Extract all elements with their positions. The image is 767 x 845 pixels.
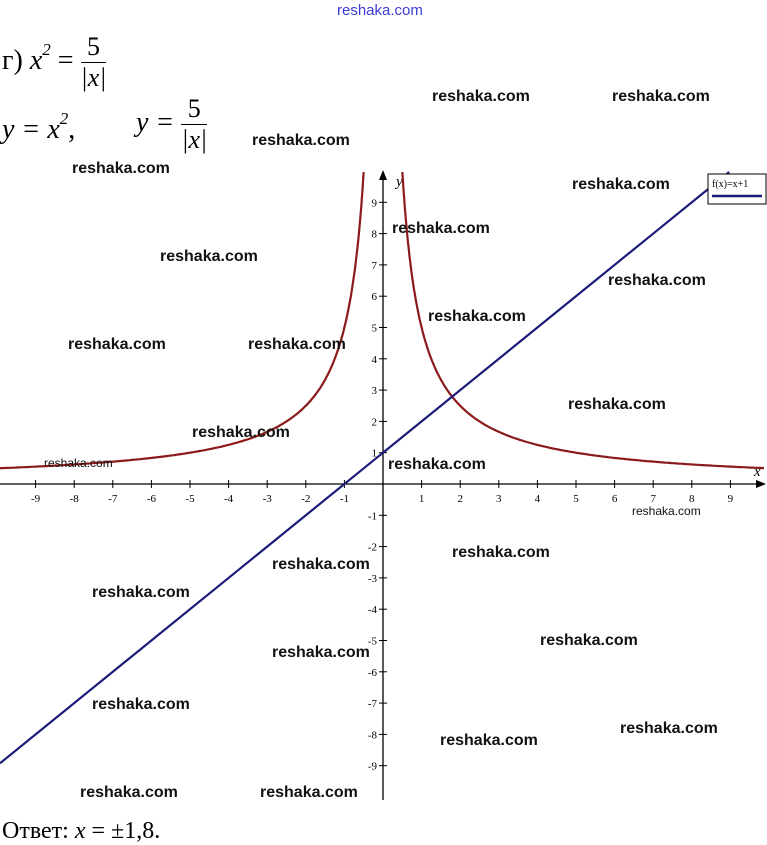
x-tick-label: -9: [31, 493, 41, 505]
y-tick-label: -9: [368, 761, 378, 773]
watermark: reshaka.com: [612, 88, 710, 105]
watermark: reshaka.com: [440, 732, 538, 749]
function-2: y = 5 |x|: [136, 96, 208, 154]
x-tick-label: 6: [612, 493, 618, 505]
x-tick-label: -2: [301, 493, 310, 505]
y-tick-label: -8: [368, 729, 378, 741]
header-watermark: reshaka.com: [337, 2, 423, 19]
watermark: reshaka.com: [92, 584, 190, 601]
x-tick-label: 1: [419, 493, 425, 505]
function-1-exp: 2: [59, 109, 69, 128]
y-tick-label: 1: [372, 448, 378, 460]
function-1: y = x2,: [2, 110, 75, 144]
y-tick-label: -5: [368, 636, 378, 648]
x-tick-label: -8: [70, 493, 80, 505]
watermark: reshaka.com: [428, 308, 526, 325]
watermark: reshaka.com: [540, 632, 638, 649]
y-tick-label: 8: [372, 229, 378, 241]
legend-box: [707, 173, 767, 205]
x-tick-label: -3: [263, 493, 273, 505]
x-tick-label: -4: [224, 493, 234, 505]
x-axis-label: x: [753, 464, 761, 480]
problem-exp: 2: [42, 39, 51, 59]
answer: Ответ: x = ±1,8.: [2, 818, 160, 845]
problem-fraction: 5 |x|: [80, 34, 107, 92]
x-tick-label: 2: [457, 493, 463, 505]
watermark: reshaka.com: [252, 132, 350, 149]
watermark: reshaka.com: [248, 336, 346, 353]
hyperbola-left-branch: [0, 172, 365, 470]
y-tick-label: 2: [372, 416, 378, 428]
watermark: reshaka.com: [572, 176, 670, 193]
watermark: reshaka.com: [608, 272, 706, 289]
problem-var: x: [29, 44, 43, 76]
function-1-tail: ,: [68, 114, 76, 145]
x-tick-label: 4: [535, 493, 541, 505]
y-tick-label: 6: [372, 291, 378, 303]
legend-text: f(x)=x+1: [712, 179, 748, 190]
answer-eq: =: [91, 818, 106, 844]
function-2-denominator: |x|: [181, 125, 208, 154]
ticks: -9 -8 -7 -6 -5 -4 -3 -2 -1 1 2 3 4 5 6 7 8 9 -9 -8 -7 -6 -5 -4 -…: [31, 197, 734, 772]
x-tick-label: 8: [689, 493, 695, 505]
watermark: reshaka.com: [272, 644, 370, 661]
problem-label: г): [2, 44, 23, 76]
legend: f(x)=x+1: [707, 173, 767, 205]
watermark: reshaka.com: [620, 720, 718, 737]
x-tick-label: 5: [573, 493, 579, 505]
watermark: reshaka.com: [452, 544, 550, 561]
y-axis-arrow: [379, 170, 387, 180]
y-tick-label: -2: [368, 542, 377, 554]
function-2-numerator: 5: [181, 96, 208, 125]
hyperbola-right-branch: [401, 172, 765, 470]
problem-numerator: 5: [80, 34, 107, 63]
answer-var: x: [74, 818, 86, 844]
y-tick-label: 7: [372, 260, 378, 272]
answer-prefix: Ответ:: [2, 818, 69, 844]
watermark: reshaka.com: [44, 456, 113, 470]
watermark: reshaka.com: [68, 336, 166, 353]
y-tick-label: 5: [372, 323, 378, 335]
problem-denominator: |x|: [80, 63, 107, 92]
y-tick-label: -3: [368, 573, 378, 585]
x-tick-label: -5: [185, 493, 195, 505]
x-tick-label: 9: [728, 493, 734, 505]
x-tick-label: -7: [108, 493, 118, 505]
problem-equation: г) x2 = 5 |x|: [2, 34, 107, 92]
watermark: reshaka.com: [388, 456, 486, 473]
function-1-lhs: y = x: [2, 114, 60, 145]
x-tick-label: 7: [650, 493, 656, 505]
y-tick-label: 4: [372, 354, 378, 366]
watermark: reshaka.com: [432, 88, 530, 105]
watermark: reshaka.com: [392, 220, 490, 237]
y-axis-label: y: [394, 174, 403, 190]
watermark: reshaka.com: [72, 160, 170, 177]
function-2-lhs: y =: [136, 106, 175, 138]
y-tick-label: -7: [368, 698, 378, 710]
watermark: reshaka.com: [92, 696, 190, 713]
watermark: reshaka.com: [192, 424, 290, 441]
axes: x y: [0, 170, 766, 800]
y-tick-label: -4: [368, 604, 378, 616]
function-2-fraction: 5 |x|: [181, 96, 208, 154]
curves: [0, 171, 765, 765]
y-tick-label: 9: [372, 197, 378, 209]
watermark: reshaka.com: [260, 784, 358, 801]
x-tick-label: -6: [147, 493, 157, 505]
watermark: reshaka.com: [568, 396, 666, 413]
watermark: reshaka.com: [632, 504, 701, 518]
x-axis-arrow: [756, 480, 766, 488]
x-tick-label: -1: [340, 493, 349, 505]
answer-value: ±1,8.: [111, 818, 161, 844]
watermark: reshaka.com: [80, 784, 178, 801]
line-series: [0, 171, 730, 765]
y-tick-label: -6: [368, 667, 378, 679]
x-tick-label: 3: [496, 493, 502, 505]
watermark: reshaka.com: [160, 248, 258, 265]
y-tick-label: 3: [372, 385, 378, 397]
problem-eq: =: [57, 44, 74, 76]
watermark: reshaka.com: [272, 556, 370, 573]
y-tick-label: -1: [368, 510, 377, 522]
